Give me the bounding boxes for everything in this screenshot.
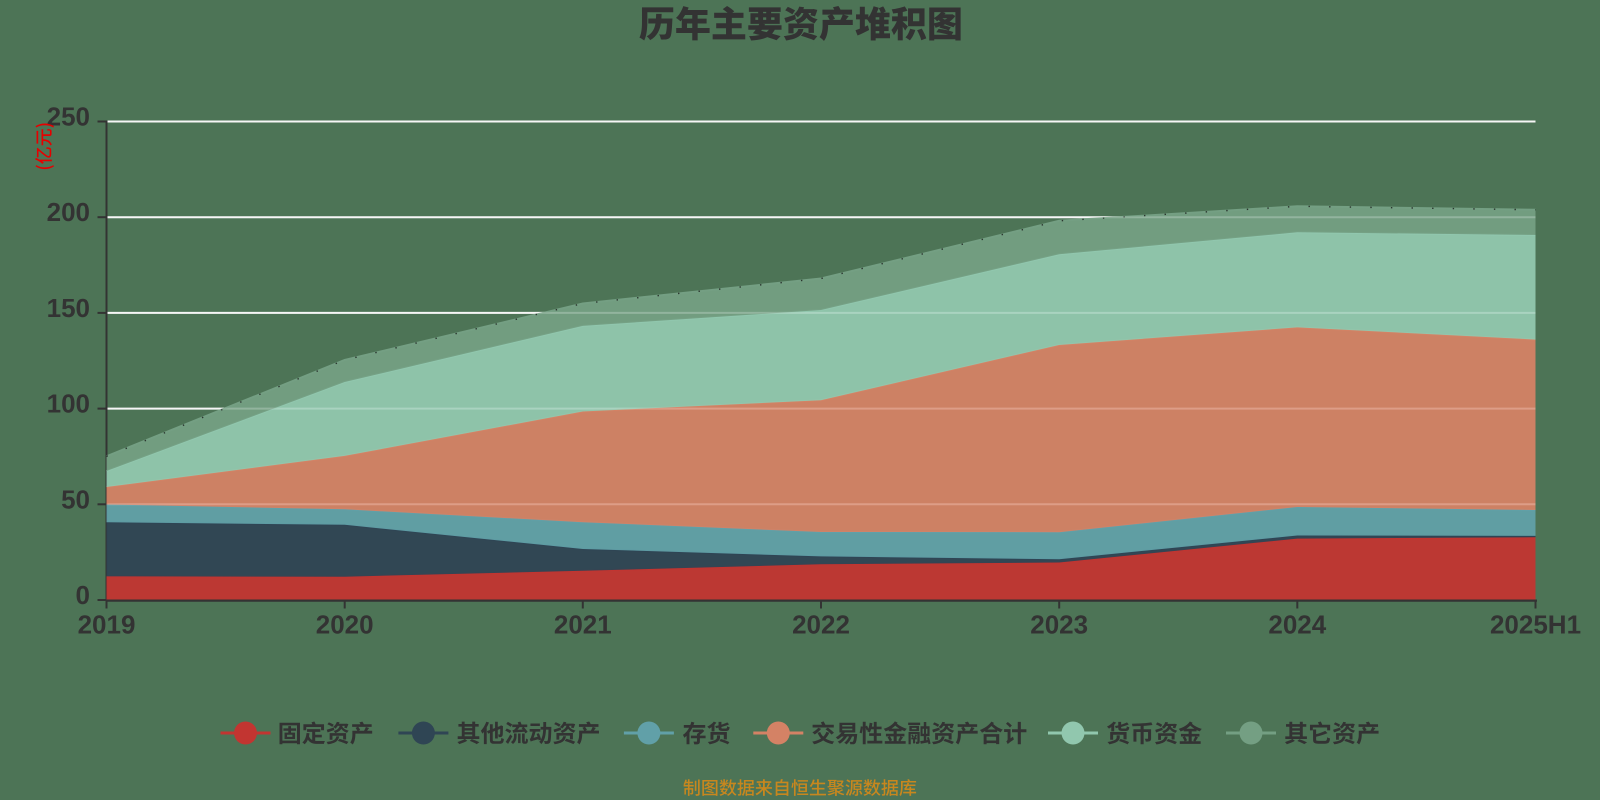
svg-text:150: 150 [47,293,90,323]
svg-text:100: 100 [47,389,90,419]
svg-text:2021: 2021 [554,610,612,640]
svg-text:2024: 2024 [1268,610,1326,640]
svg-text:2023: 2023 [1030,610,1088,640]
svg-text:200: 200 [47,197,90,227]
svg-text:50: 50 [61,484,90,514]
svg-text:2025H1: 2025H1 [1490,610,1581,640]
svg-text:2022: 2022 [792,610,850,640]
svg-text:2019: 2019 [78,610,136,640]
svg-text:0: 0 [76,580,90,610]
svg-text:2020: 2020 [316,610,374,640]
svg-text:250: 250 [47,102,90,132]
